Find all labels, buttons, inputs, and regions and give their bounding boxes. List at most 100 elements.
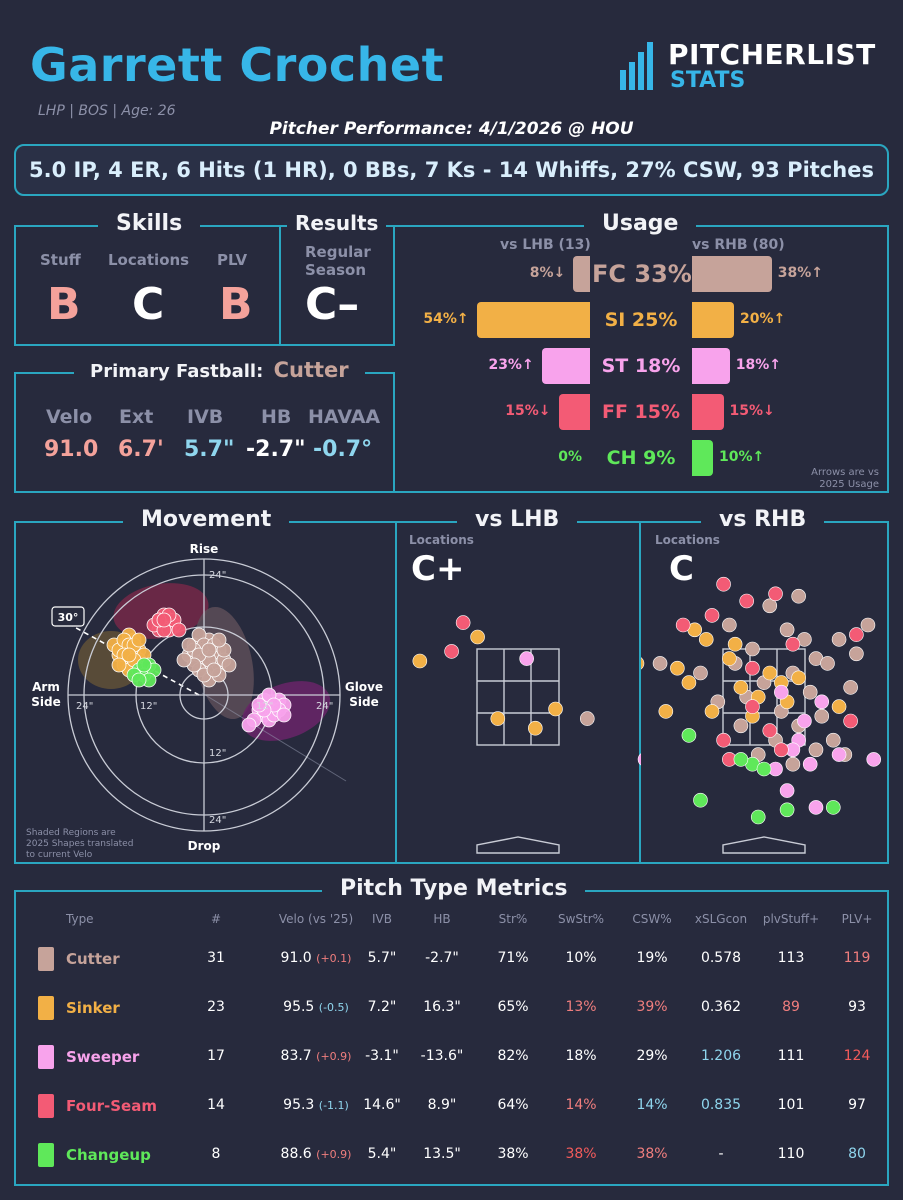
velo-diff: (+0.9) [316,1050,352,1063]
usage-panel: Usage vs LHB (13) vs RHB (80) 8%↓ FC 33% 3… [395,211,889,493]
metrics-cell-swstr: 13% [565,999,597,1015]
usage-label-st: ST 18% [601,355,681,377]
movement-point-cutter [176,652,192,668]
velo-value: 83.7 [280,1048,317,1064]
metrics-cell-swstr: 38% [565,1146,597,1162]
location-point-four-seam [739,593,754,609]
rhb-location-chart [641,576,882,854]
metrics-cell-stuff: 111 [777,1048,805,1064]
location-point-four-seam [455,615,471,630]
metrics-cell-stuff: 113 [777,950,805,966]
tick-24-top: 24" [209,570,226,581]
usage-bar-rhb-st [692,348,730,384]
location-point-cutter [652,656,668,671]
location-point-four-seam [444,644,459,659]
velo-diff: (-0.5) [318,1001,349,1014]
swatch-sinker [38,996,54,1020]
location-point-cutter [843,680,858,695]
metrics-cell-name: Changeup [66,1146,151,1164]
usage-rhb-text-si: 20%↑ [740,311,786,327]
usage-rhb-text-ch: 10%↑ [719,449,765,465]
primary-label: Primary Fastball: [90,361,264,382]
location-point-four-seam [675,617,691,633]
logo-bars-icon [620,42,653,90]
location-point-changeup [750,809,766,825]
ivb-header: IVB [187,406,224,428]
location-point-four-seam [843,713,858,729]
metrics-header-plvstuff-: plvStuff+ [762,912,820,926]
tick-12-left: 12" [140,701,157,712]
location-point-cutter [849,646,864,662]
metrics-panel: Pitch Type Metrics Type # Velo (vs '25) IVB… [14,876,889,1186]
location-point-sweeper [814,694,830,710]
movement-point-sinker [121,647,137,663]
usage-bar-lhb-ff [558,394,590,430]
movement-point-cutter [181,637,197,653]
metrics-cell-velo: 95.3 (-1.1) [256,1097,376,1113]
usage-bar-rhb-fc [692,256,772,292]
metrics-cell-csw: 29% [636,1048,668,1064]
lhb-locations-panel: vs LHB Locations C+ [395,507,641,864]
location-point-sinker [658,704,674,719]
location-point-sweeper [831,747,847,762]
usage-bar-lhb-si [476,302,590,338]
usage-bar-rhb-ch [692,440,713,476]
metrics-cell-velo: 95.5 (-0.5) [256,999,376,1015]
location-point-four-seam [716,576,731,592]
swatch-cutter [38,947,54,971]
lhb-location-chart [412,615,641,854]
arm-side-label-2: Side [31,695,60,709]
metrics-header-ivb: IVB [372,912,392,926]
location-point-cutter [820,656,835,671]
arm-side-label-1: Arm [32,680,60,694]
metrics-header-xslgcon: xSLGcon [694,912,748,926]
velo-header: Velo [46,406,93,428]
performance-title: Pitcher Performance: 4/1/2026 @ HOU [269,119,634,139]
movement-point-four-seam [171,622,187,638]
angle-label: 30° [58,611,79,624]
metrics-cell-ivb: -3.1" [365,1048,399,1064]
results-grade: C– [305,279,360,330]
lhb-locations-grade: C+ [411,549,465,589]
metrics-cell-stuff: 110 [777,1146,805,1162]
metrics-cell-swstr: 10% [565,950,597,966]
location-point-changeup [779,802,795,818]
location-point-sinker [791,670,806,686]
tick-24-right: 24" [316,701,333,712]
metrics-cell-xslg: - [718,1146,724,1162]
location-point-sweeper [802,756,818,772]
location-point-four-seam [745,660,760,676]
swatch-sweeper [38,1045,54,1069]
location-point-four-seam [768,586,783,602]
metrics-header-swstr-: SwStr% [557,912,605,926]
metrics-cell-csw: 39% [636,999,668,1015]
swatch-four-seam [38,1094,54,1118]
stuff-label: Stuff [40,251,81,269]
metrics-cell-n: 17 [207,1048,225,1064]
lhb-title: vs LHB [457,507,578,532]
location-point-sinker [698,632,714,647]
plv-grade: B [219,279,253,330]
lhb-points [412,615,641,766]
havaa-value: -0.7° [313,437,373,462]
location-point-sinker [762,665,778,681]
rhb-locations-label: Locations [655,533,720,547]
location-point-cutter [808,742,824,758]
metrics-cell-velo: 91.0 (+0.1) [256,950,376,966]
location-point-sinker [681,675,697,690]
location-point-cutter [825,732,841,748]
location-point-cutter [831,632,847,647]
metrics-cell-str: 38% [497,1146,529,1162]
usage-lhb-text-st: 23%↑ [488,357,534,373]
location-point-cutter [814,708,830,724]
movement-title: Movement [123,507,290,532]
usage-note-2: 2025 Usage [819,479,879,490]
metrics-cell-ivb: 5.7" [367,950,397,966]
metrics-cell-ivb: 7.2" [367,999,397,1015]
location-point-cutter [733,718,749,734]
location-point-sweeper [519,651,534,666]
location-point-four-seam [785,636,801,652]
velo-value: 88.6 [280,1146,317,1162]
rhb-usage-label: vs RHB (80) [692,237,785,253]
metrics-cell-hb: 8.9" [427,1097,457,1113]
